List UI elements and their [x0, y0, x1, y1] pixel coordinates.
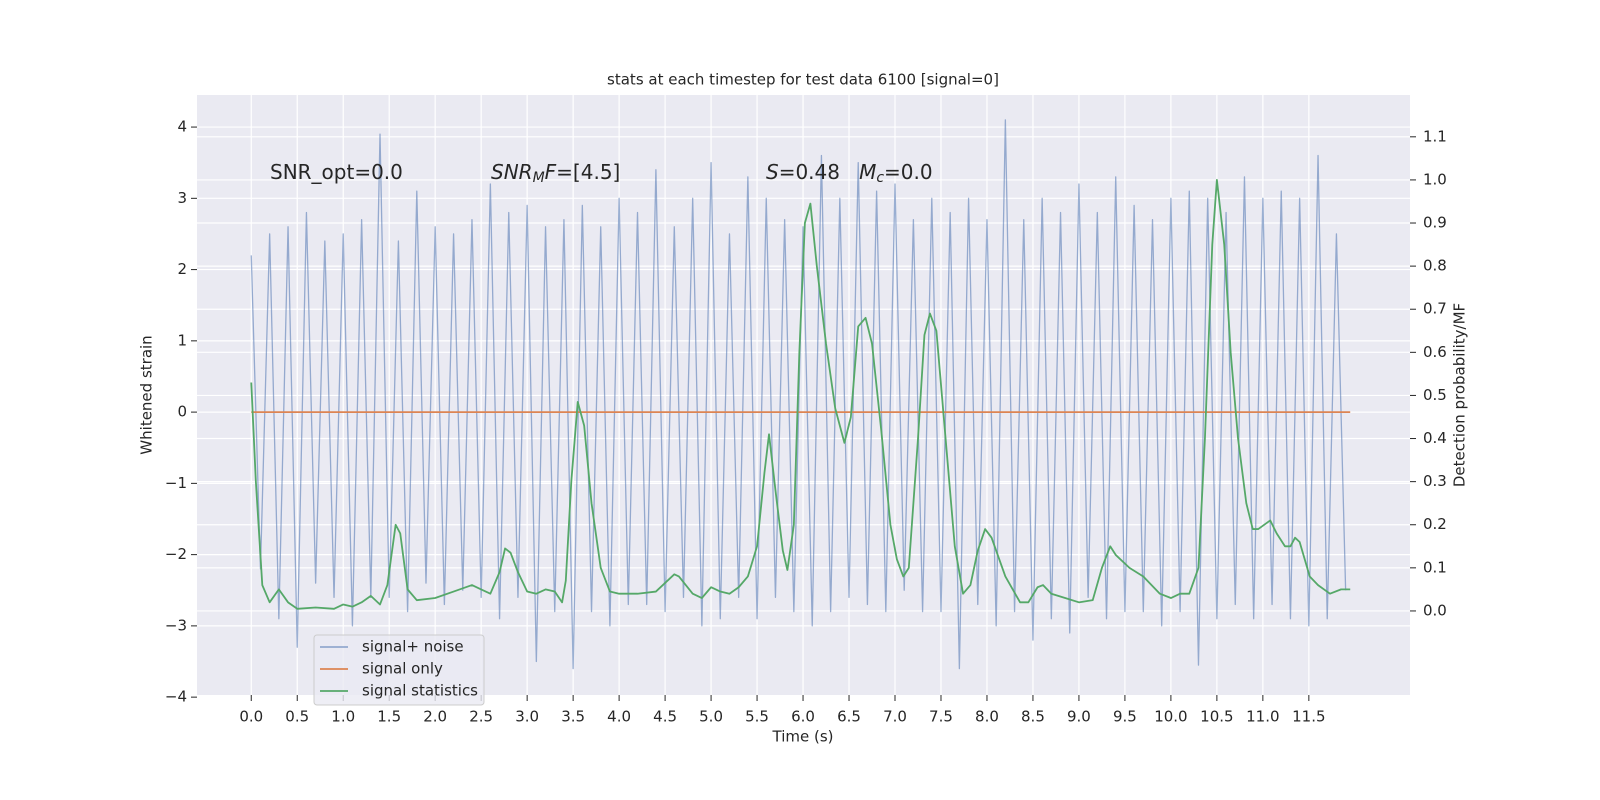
legend-label: signal only	[362, 660, 443, 678]
x-tick-label: 1.5	[377, 708, 401, 726]
y2-tick-label: 0.1	[1423, 558, 1447, 576]
y-tick-label: −4	[165, 688, 187, 706]
x-tick-label: 5.5	[745, 708, 769, 726]
annotation-part: M	[859, 160, 876, 184]
annotation: S=0.48 Mc=0.0	[766, 160, 933, 187]
y2-tick-label: 0.7	[1423, 300, 1447, 318]
chart-title: stats at each timestep for test data 610…	[607, 71, 999, 89]
x-tick-label: 8.5	[1021, 708, 1045, 726]
annotation-part: =0.48	[779, 160, 859, 184]
x-axis-label: Time (s)	[772, 728, 834, 746]
annotation-part: c	[876, 170, 884, 186]
x-tick-label: 0.5	[285, 708, 309, 726]
y-tick-label: 1	[177, 331, 187, 349]
y-tick-label: 3	[177, 189, 187, 207]
legend-label: signal statistics	[362, 682, 478, 700]
x-tick-label: 11.5	[1292, 708, 1325, 726]
x-tick-label: 10.5	[1200, 708, 1233, 726]
y2-tick-label: 1.1	[1423, 127, 1447, 145]
y2-tick-label: 0.5	[1423, 386, 1447, 404]
annotation-part: =0.0	[884, 160, 933, 184]
y2-tick-label: 0.9	[1423, 214, 1447, 232]
y2-tick-label: 0.6	[1423, 343, 1447, 361]
x-tick-label: 7.0	[883, 708, 907, 726]
y-tick-label: 4	[177, 118, 187, 136]
y2-axis-label: Detection probability/MF	[1451, 303, 1469, 487]
x-tick-label: 1.0	[331, 708, 355, 726]
annotation-part: SNR_opt=0.0	[270, 160, 403, 184]
y2-tick-label: 0.2	[1423, 515, 1447, 533]
y-tick-label: −2	[165, 545, 187, 563]
x-tick-label: 10.0	[1154, 708, 1187, 726]
x-tick-label: 4.0	[607, 708, 631, 726]
x-tick-label: 2.5	[469, 708, 493, 726]
x-tick-label: 2.0	[423, 708, 447, 726]
y2-tick-label: 0.8	[1423, 257, 1447, 275]
y-tick-label: −3	[165, 616, 187, 634]
y2-tick-label: 0.3	[1423, 472, 1447, 490]
y-tick-label: 2	[177, 260, 187, 278]
x-tick-label: 4.5	[653, 708, 677, 726]
y-tick-label: −1	[165, 474, 187, 492]
annotation-part: SNR	[491, 160, 533, 184]
x-tick-label: 3.5	[561, 708, 585, 726]
x-tick-label: 0.0	[239, 708, 263, 726]
y2-tick-label: 1.0	[1423, 170, 1447, 188]
x-tick-label: 9.0	[1067, 708, 1091, 726]
y2-tick-label: 0.0	[1423, 601, 1447, 619]
y2-tick-label: 0.4	[1423, 429, 1447, 447]
annotation-part: =[4.5]	[556, 160, 620, 184]
x-tick-label: 3.0	[515, 708, 539, 726]
annotation-part: S	[766, 160, 779, 184]
x-tick-label: 9.5	[1113, 708, 1137, 726]
x-tick-label: 11.0	[1246, 708, 1279, 726]
x-tick-label: 8.0	[975, 708, 999, 726]
y-axis-label: Whitened strain	[138, 335, 156, 454]
series-line	[250, 179, 1351, 610]
y-tick-label: 0	[177, 403, 187, 421]
annotation-part: F	[545, 160, 557, 184]
x-tick-label: 6.5	[837, 708, 861, 726]
legend-label: signal+ noise	[362, 638, 464, 656]
x-tick-label: 7.5	[929, 708, 953, 726]
legend-box	[313, 634, 485, 706]
annotation: SNR_opt=0.0	[270, 160, 403, 184]
annotation: SNRMF=[4.5]	[491, 160, 620, 187]
x-tick-label: 5.0	[699, 708, 723, 726]
x-tick-label: 6.0	[791, 708, 815, 726]
annotation-part: M	[533, 170, 545, 186]
series-line	[250, 119, 1347, 670]
